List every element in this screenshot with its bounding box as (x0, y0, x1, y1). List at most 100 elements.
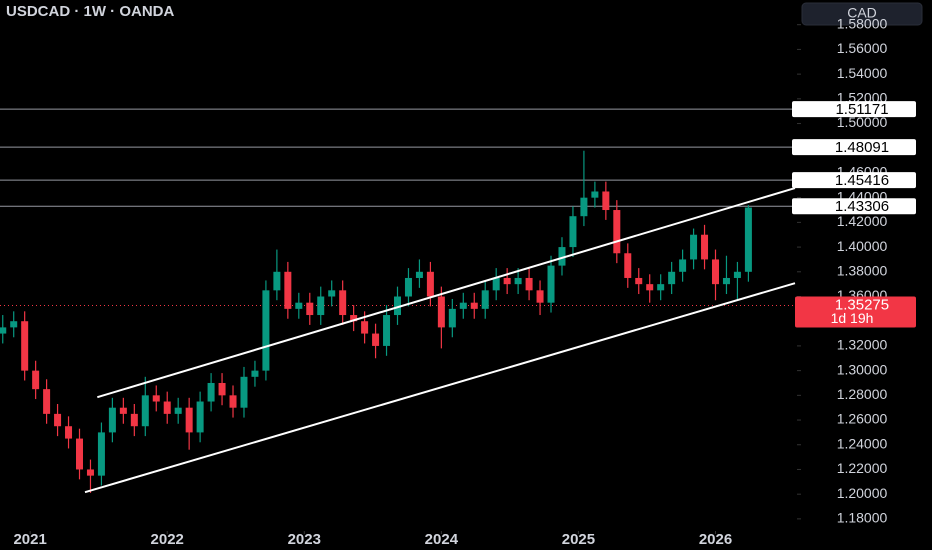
candle-body (679, 259, 687, 272)
x-tick-label: 2025 (562, 531, 595, 548)
y-tick-label: 1.56000 (837, 40, 888, 56)
candle-body (733, 271, 741, 278)
candle-body (361, 321, 369, 334)
y-tick-label: 1.24000 (837, 435, 888, 451)
candle-body (97, 432, 105, 476)
candle-body (701, 234, 709, 260)
y-tick-label: 1.42000 (837, 213, 888, 229)
candle-body (295, 302, 303, 309)
x-tick-label: 2024 (425, 531, 459, 548)
last-price-box (795, 296, 916, 328)
candle-body (394, 296, 401, 316)
y-tick-label: 1.20000 (837, 485, 888, 501)
chart-title: USDCAD · 1W · OANDA (6, 3, 174, 20)
candle-body (646, 284, 654, 291)
candle-body (273, 271, 281, 291)
candle-body (207, 382, 215, 402)
candle-body (459, 302, 467, 309)
y-tick-label: 1.22000 (837, 460, 888, 476)
x-tick-label: 2021 (13, 531, 46, 548)
level-label-box (792, 172, 916, 189)
y-tick-label: 1.54000 (837, 65, 888, 81)
candle-body (503, 277, 511, 285)
y-tick-label: 1.28000 (837, 386, 888, 402)
last-price-label: 1.35275 (835, 296, 889, 313)
candle-body (350, 315, 358, 322)
candle-body (86, 469, 94, 476)
y-tick-label: 1.26000 (837, 411, 888, 427)
candle-body (76, 438, 83, 470)
candle-body (174, 407, 182, 414)
candle-body (415, 271, 423, 278)
candle-body (602, 191, 610, 211)
candle-body (130, 413, 138, 427)
candle-body (65, 426, 73, 439)
level-label: 1.48091 (835, 139, 889, 156)
candle-body (251, 370, 259, 377)
candle-body (437, 296, 445, 328)
candle-body (635, 277, 643, 285)
countdown-label: 1d 19h (831, 310, 874, 326)
candle-body (657, 284, 665, 291)
level-label: 1.51171 (835, 101, 888, 118)
candle-body (668, 271, 676, 285)
candle-body (536, 290, 544, 303)
level-label: 1.43306 (835, 198, 889, 215)
candle-body (481, 290, 489, 309)
candle-body (196, 401, 204, 433)
candle-body (240, 376, 248, 408)
candle-body (185, 407, 193, 433)
candle-body (152, 395, 160, 402)
candle-body (580, 197, 588, 217)
candle-body (306, 302, 314, 316)
candle-body (10, 321, 18, 328)
x-tick-label: 2026 (699, 531, 732, 548)
candle-body (229, 395, 237, 408)
candle-body (744, 207, 752, 272)
candle-body (448, 308, 456, 328)
y-tick-label: 1.32000 (837, 337, 888, 353)
level-label-box (792, 139, 916, 156)
candle-body (141, 395, 149, 427)
y-tick-label: 1.18000 (837, 510, 888, 526)
channel-line (84, 282, 796, 494)
candle-body (383, 315, 391, 346)
candle-body (43, 389, 51, 414)
candle-body (317, 296, 325, 316)
candle-body (426, 271, 434, 297)
candle-body (722, 277, 730, 285)
candle-body (32, 370, 40, 390)
channel-line (97, 187, 796, 399)
candle-body (262, 290, 270, 371)
candle-body (492, 277, 500, 291)
candle-body (21, 321, 29, 371)
candle-body (470, 302, 478, 309)
level-label-box (792, 101, 916, 118)
candle-body (0, 327, 7, 334)
candle-body (284, 271, 292, 309)
y-tick-label: 1.58000 (837, 15, 888, 31)
candle-body (591, 191, 599, 198)
candle-body (514, 277, 522, 285)
y-tick-label: 1.30000 (837, 361, 888, 377)
candle-body (690, 234, 698, 260)
candle-body (558, 247, 566, 266)
candle-body (712, 259, 719, 285)
candle-body (119, 407, 127, 414)
y-tick-label: 1.50000 (837, 114, 888, 130)
candle-body (372, 333, 380, 346)
candle-body (328, 290, 336, 297)
candle-body (339, 290, 347, 316)
candle-body (624, 253, 632, 278)
currency-label[interactable]: CAD (847, 5, 877, 21)
currency-button[interactable] (801, 2, 923, 26)
candle-body (108, 407, 116, 433)
candle-body (163, 401, 171, 414)
x-tick-label: 2023 (288, 531, 321, 548)
candle-body (525, 277, 533, 291)
candle-body (547, 265, 555, 303)
candle-body (54, 413, 62, 427)
y-tick-label: 1.38000 (837, 262, 888, 278)
